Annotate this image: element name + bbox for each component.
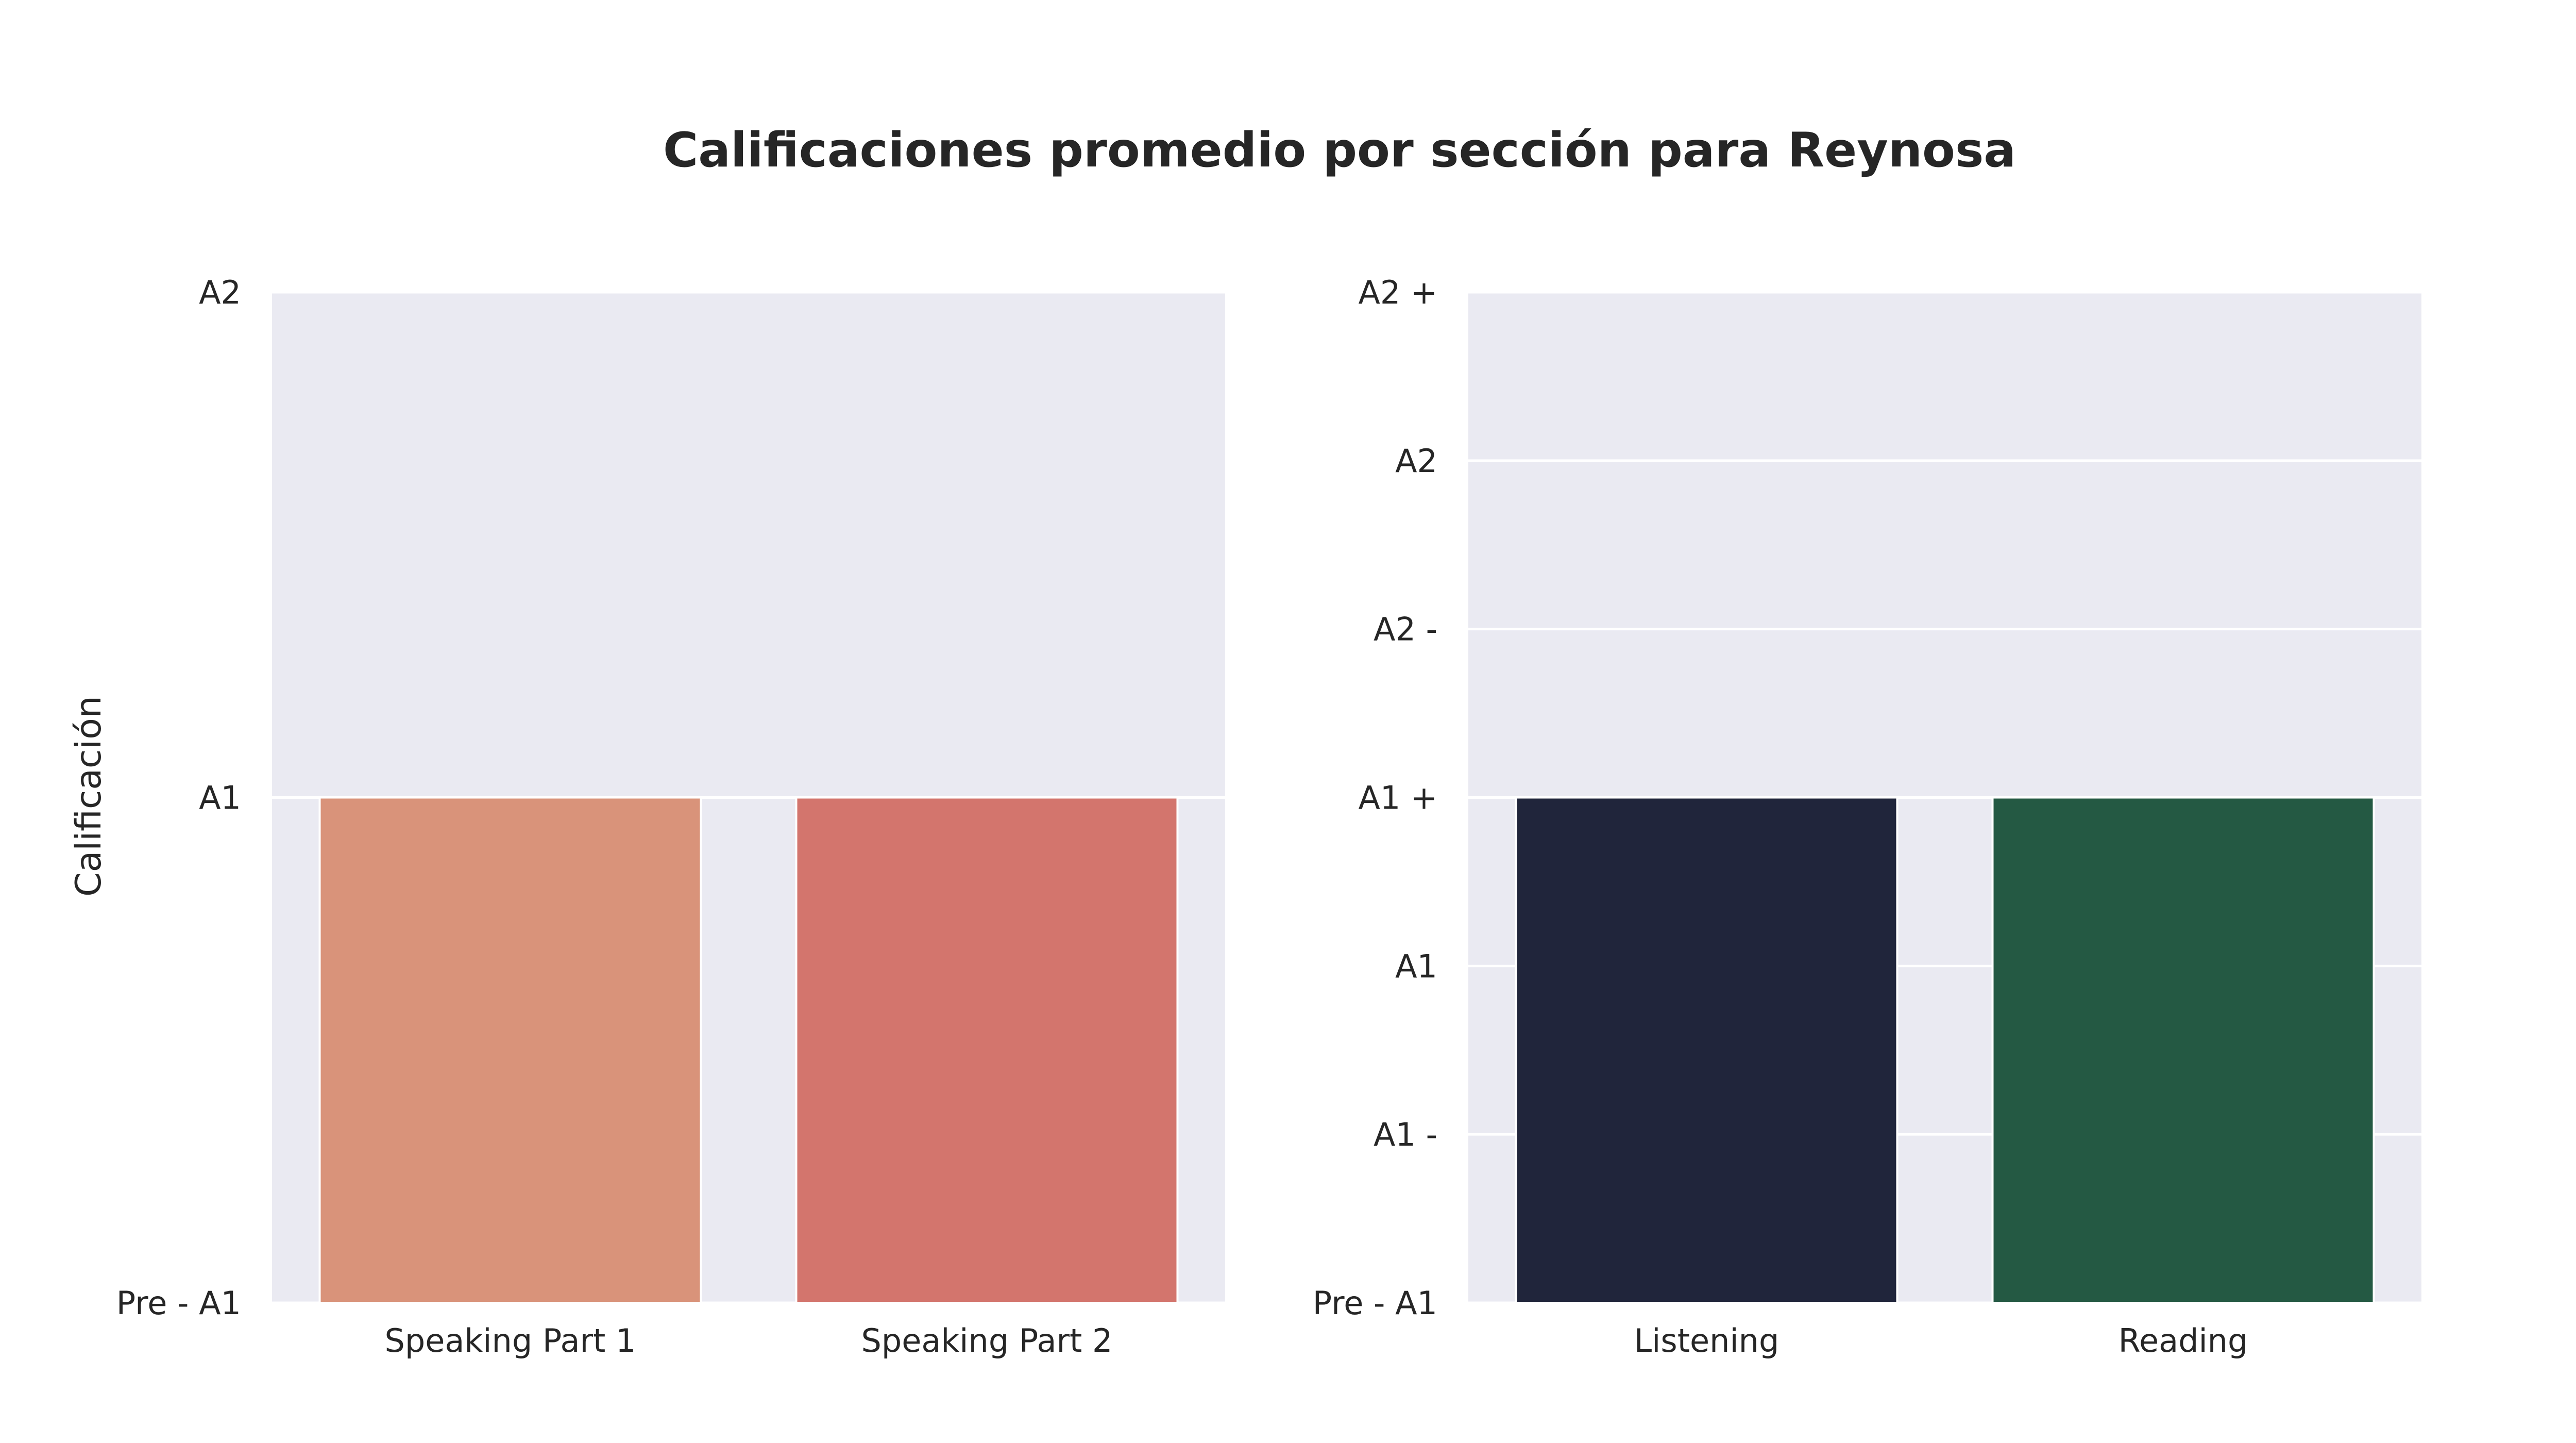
- x-tick-label: Listening: [1634, 1322, 1780, 1360]
- bar-speaking-part-2: [795, 796, 1179, 1304]
- chart-panel-speaking: Pre - A1 A1 A2 Speaking Part 1 Speaking Part…: [116, 274, 1225, 1360]
- y-tick-label: Pre - A1: [116, 1284, 241, 1322]
- x-tick-label: Speaking Part 2: [861, 1322, 1113, 1360]
- bar-speaking-part-1: [318, 796, 702, 1304]
- y-tick-label: A1 -: [1374, 1116, 1437, 1153]
- y-tick-label: Pre - A1: [1313, 1284, 1437, 1322]
- x-tick-label: Reading: [2119, 1322, 2248, 1360]
- y-tick-label: A1: [1395, 947, 1437, 985]
- y-tick-label: A2: [1395, 442, 1437, 480]
- bar-reading: [1991, 796, 2375, 1304]
- y-tick-label: A1 +: [1358, 779, 1437, 817]
- chart-panel-listening-reading: Pre - A1 A1 - A1 A1 + A2 - A2 A2 + Listening Rea…: [1313, 274, 2421, 1360]
- y-tick-label: A2 -: [1374, 611, 1437, 648]
- y-tick-label: A1: [199, 779, 241, 817]
- chart-title: Calificaciones promedio por sección para…: [663, 122, 2016, 178]
- bar-listening: [1515, 796, 1899, 1304]
- y-tick-label: A2 +: [1358, 274, 1437, 311]
- y-axis-label: Calificación: [69, 696, 109, 897]
- x-tick-label: Speaking Part 1: [385, 1322, 636, 1360]
- y-tick-label: A2: [199, 274, 241, 311]
